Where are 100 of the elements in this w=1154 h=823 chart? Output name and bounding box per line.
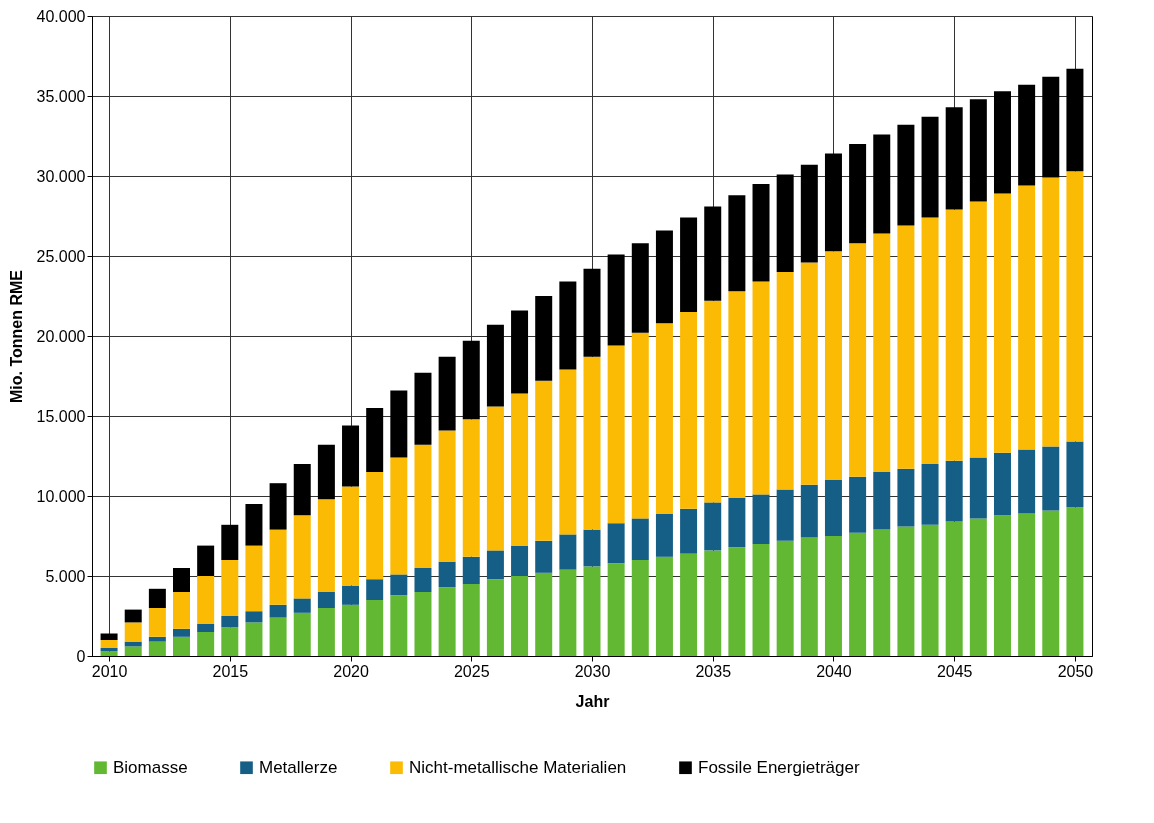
bar — [511, 545, 529, 576]
bar — [969, 201, 987, 458]
bar — [414, 592, 432, 656]
bar — [293, 515, 311, 599]
bar — [462, 340, 480, 420]
bar — [173, 592, 191, 629]
bar — [873, 233, 891, 472]
bar — [631, 560, 649, 656]
bar — [776, 272, 794, 490]
y-axis-title: Mio. Tonnen RME — [7, 269, 25, 404]
x-tick-label: 2050 — [1057, 662, 1094, 680]
bar — [100, 640, 118, 648]
bar — [897, 468, 915, 527]
bar — [1018, 513, 1036, 656]
bar — [824, 480, 842, 536]
bar — [390, 457, 408, 575]
bar — [535, 540, 553, 573]
bar — [486, 550, 504, 580]
bar — [993, 515, 1011, 656]
bar — [535, 572, 553, 656]
bar — [607, 254, 625, 346]
x-tick-label: 2040 — [816, 662, 852, 680]
y-tick-label: 35.000 — [36, 87, 86, 105]
x-tick-label: 2035 — [695, 662, 732, 680]
bar — [366, 600, 384, 656]
bar — [631, 243, 649, 333]
bar — [390, 595, 408, 656]
bar — [197, 632, 215, 656]
bar — [221, 524, 239, 560]
bar — [221, 627, 239, 656]
bar — [800, 164, 818, 263]
bar — [824, 536, 842, 656]
bar — [293, 598, 311, 613]
bar — [148, 641, 166, 656]
bar — [1018, 84, 1036, 186]
bar — [317, 444, 335, 500]
bar — [148, 636, 166, 642]
bar — [680, 312, 698, 509]
bar — [462, 584, 480, 656]
y-tick-label: 20.000 — [36, 327, 86, 345]
bar — [342, 425, 360, 487]
y-tick-label: 25.000 — [36, 247, 86, 265]
bar — [583, 566, 601, 656]
x-tick-label: 2030 — [574, 662, 611, 680]
y-tick-label: 10.000 — [36, 487, 86, 505]
y-tick-label: 15.000 — [36, 407, 86, 425]
bar — [197, 545, 215, 576]
bar — [559, 534, 577, 570]
bar — [511, 310, 529, 394]
bar — [776, 540, 794, 656]
bar — [655, 323, 673, 514]
bar — [462, 556, 480, 584]
bar — [680, 508, 698, 554]
bar — [897, 526, 915, 656]
bar — [583, 268, 601, 357]
bar — [969, 518, 987, 656]
bar — [849, 532, 867, 656]
bar — [921, 217, 939, 464]
bar — [607, 345, 625, 524]
bar — [704, 550, 722, 656]
bar — [945, 209, 963, 461]
bar — [776, 489, 794, 541]
bar — [462, 419, 480, 557]
bar — [486, 579, 504, 656]
y-tick-label: 30.000 — [36, 167, 86, 185]
bar — [969, 99, 987, 202]
bar — [269, 604, 287, 618]
bar — [197, 576, 215, 624]
legend-label: Biomasse — [113, 757, 188, 777]
bar — [342, 486, 360, 586]
bar — [390, 574, 408, 596]
bar — [800, 262, 818, 485]
bar — [873, 472, 891, 530]
bar — [945, 460, 963, 522]
bar — [293, 464, 311, 516]
y-tick-label: 5.000 — [45, 567, 86, 585]
legend-label: Metallerze — [259, 757, 338, 777]
bar — [414, 568, 432, 592]
bar — [1042, 76, 1060, 178]
bar — [1066, 68, 1084, 172]
x-axis-title: Jahr — [575, 692, 610, 710]
bar — [245, 545, 263, 612]
bar — [849, 243, 867, 477]
bar — [269, 617, 287, 656]
bar — [317, 608, 335, 656]
bar — [583, 529, 601, 567]
bar — [269, 529, 287, 605]
bar — [124, 646, 142, 656]
bar — [438, 561, 456, 588]
bar — [486, 324, 504, 407]
bar — [752, 494, 770, 544]
bar — [245, 504, 263, 546]
bar — [124, 622, 142, 642]
bar — [1018, 185, 1036, 450]
bar — [607, 523, 625, 564]
bar — [728, 497, 746, 548]
bar — [366, 579, 384, 600]
bar — [873, 134, 891, 234]
bar — [486, 406, 504, 551]
bar — [752, 184, 770, 282]
